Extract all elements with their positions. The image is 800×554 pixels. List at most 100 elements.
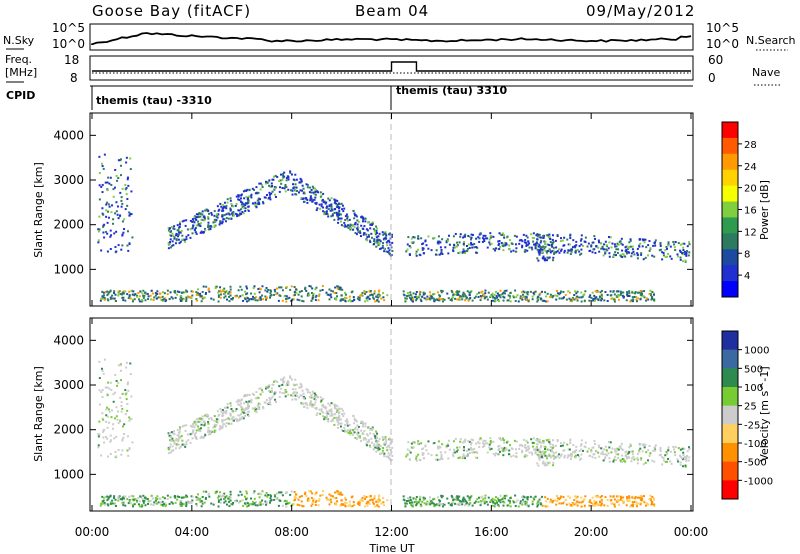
scatter-cell bbox=[327, 402, 330, 405]
scatter-cell bbox=[640, 294, 643, 297]
scatter-cell bbox=[355, 438, 358, 441]
scatter-cell bbox=[470, 438, 473, 441]
scatter-cell bbox=[500, 438, 503, 441]
scatter-cell bbox=[570, 300, 573, 303]
scatter-cell bbox=[101, 417, 104, 420]
scatter-cell bbox=[257, 201, 260, 204]
scatter-cell bbox=[127, 297, 130, 300]
scatter-cell bbox=[191, 294, 194, 297]
scatter-cell bbox=[240, 208, 243, 211]
scatter-cell bbox=[233, 214, 236, 217]
scatter-cell bbox=[173, 290, 176, 293]
scatter-cell bbox=[503, 292, 506, 295]
scatter-cell bbox=[498, 499, 501, 502]
scatter-cell bbox=[324, 407, 327, 410]
scatter-cell bbox=[247, 196, 250, 199]
scatter-cell bbox=[201, 290, 204, 293]
scatter-cell bbox=[345, 213, 348, 216]
scatter-cell bbox=[348, 503, 351, 506]
scatter-cell bbox=[629, 444, 632, 447]
scatter-cell bbox=[385, 234, 388, 237]
scatter-cell bbox=[548, 248, 551, 251]
scatter-cell bbox=[374, 232, 377, 235]
scatter-cell bbox=[467, 243, 470, 246]
scatter-cell bbox=[372, 297, 375, 300]
scatter-cell bbox=[261, 405, 264, 408]
scatter-cell bbox=[273, 393, 276, 396]
scatter-cell bbox=[524, 295, 527, 298]
scatter-cell bbox=[198, 498, 201, 501]
scatter-cell bbox=[461, 455, 464, 458]
scatter-cell bbox=[324, 202, 327, 205]
scatter-cell bbox=[415, 252, 418, 255]
scatter-cell bbox=[218, 223, 221, 226]
scatter-cell bbox=[412, 298, 415, 301]
scatter-cell bbox=[681, 447, 684, 450]
scatter-cell bbox=[195, 298, 198, 301]
scatter-cell bbox=[468, 499, 471, 502]
scatter-cell bbox=[306, 201, 309, 204]
scatter-cell bbox=[546, 243, 549, 246]
scatter-cell bbox=[216, 205, 219, 208]
scatter-cell bbox=[180, 434, 183, 437]
scatter-cell bbox=[540, 250, 543, 253]
scatter-cell bbox=[363, 437, 366, 440]
scatter-cell bbox=[102, 167, 105, 170]
scatter-cell bbox=[538, 449, 541, 452]
scatter-cell bbox=[462, 236, 465, 239]
scatter-cell bbox=[222, 288, 225, 291]
scatter-cell bbox=[154, 292, 157, 295]
scatter-cell bbox=[379, 247, 382, 250]
scatter-cell bbox=[634, 496, 637, 499]
scatter-cell bbox=[139, 290, 142, 293]
scatter-cell bbox=[339, 493, 342, 496]
scatter-cell bbox=[128, 214, 131, 217]
scatter-cell bbox=[295, 291, 298, 294]
scatter-cell bbox=[539, 450, 542, 453]
scatter-cell bbox=[567, 454, 570, 457]
scatter-cell bbox=[261, 285, 264, 288]
scatter-cell bbox=[570, 298, 573, 301]
scatter-cell bbox=[191, 499, 194, 502]
scatter-cell bbox=[343, 225, 346, 228]
scatter-cell bbox=[323, 213, 326, 216]
scatter-cell bbox=[337, 288, 340, 291]
scatter-cell bbox=[476, 456, 479, 459]
scatter-cell bbox=[349, 225, 352, 228]
scatter-cell bbox=[324, 418, 327, 421]
scatter-cell bbox=[465, 244, 468, 247]
scatter-cell bbox=[649, 289, 652, 292]
scatter-cell bbox=[661, 251, 664, 254]
scatter-cell bbox=[580, 443, 583, 446]
scatter-cell bbox=[185, 494, 188, 497]
scatter-cell bbox=[441, 495, 444, 498]
scatter-cell bbox=[266, 386, 269, 389]
scatter-cell bbox=[265, 298, 268, 301]
scatter-cell bbox=[439, 446, 442, 449]
scatter-cell bbox=[588, 454, 591, 457]
scatter-cell bbox=[427, 503, 430, 506]
scatter-cell bbox=[412, 236, 415, 239]
scatter-cell bbox=[310, 299, 313, 302]
scatter-cell bbox=[321, 403, 324, 406]
scatter-cell bbox=[379, 240, 382, 243]
scatter-cell bbox=[333, 198, 336, 201]
scatter-cell bbox=[661, 456, 664, 459]
scatter-cell bbox=[406, 292, 409, 295]
scatter-cell bbox=[230, 202, 233, 205]
scatter-cell bbox=[124, 413, 127, 416]
scatter-cell bbox=[117, 498, 120, 501]
scatter-cell bbox=[253, 490, 256, 493]
scatter-cell bbox=[639, 289, 642, 292]
scatter-cell bbox=[159, 501, 162, 504]
scatter-cell bbox=[320, 410, 323, 413]
scatter-cell bbox=[235, 408, 238, 411]
scatter-cell bbox=[269, 185, 272, 188]
scatter-cell bbox=[191, 218, 194, 221]
scatter-cell bbox=[185, 503, 188, 506]
scatter-cell bbox=[524, 443, 527, 446]
scatter-cell bbox=[106, 499, 109, 502]
scatter-cell bbox=[446, 292, 449, 295]
scatter-cell bbox=[300, 197, 303, 200]
scatter-cell bbox=[665, 451, 668, 454]
